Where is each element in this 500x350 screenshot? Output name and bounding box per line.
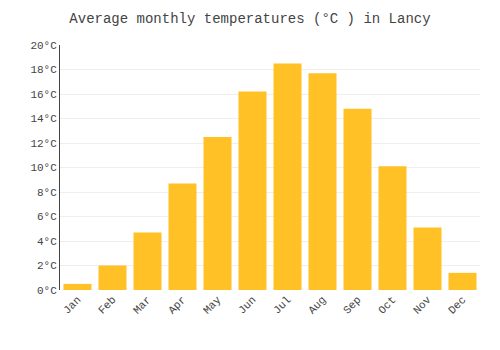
svg-text:4°C: 4°C [37, 236, 57, 248]
svg-text:16°C: 16°C [30, 89, 57, 101]
svg-text:Jul: Jul [271, 294, 293, 316]
svg-text:Apr: Apr [166, 294, 188, 316]
svg-text:Sep: Sep [341, 294, 363, 316]
svg-text:14°C: 14°C [30, 113, 57, 125]
svg-text:Jun: Jun [236, 294, 258, 316]
svg-text:6°C: 6°C [37, 211, 57, 223]
svg-text:Average monthly temperatures (: Average monthly temperatures (°C ) in La… [69, 11, 430, 27]
svg-text:Jan: Jan [61, 294, 83, 316]
svg-text:Feb: Feb [96, 294, 118, 316]
svg-text:Aug: Aug [306, 294, 328, 316]
svg-text:18°C: 18°C [30, 64, 57, 76]
svg-text:Nov: Nov [411, 294, 434, 317]
svg-text:8°C: 8°C [37, 187, 57, 199]
svg-text:Dec: Dec [446, 294, 468, 316]
svg-text:Oct: Oct [376, 294, 398, 316]
svg-text:May: May [201, 294, 224, 317]
svg-text:10°C: 10°C [30, 162, 57, 174]
svg-text:20°C: 20°C [30, 40, 57, 52]
svg-text:12°C: 12°C [30, 138, 57, 150]
svg-text:2°C: 2°C [37, 260, 57, 272]
svg-text:0°C: 0°C [37, 285, 57, 297]
svg-text:Mar: Mar [131, 294, 153, 316]
